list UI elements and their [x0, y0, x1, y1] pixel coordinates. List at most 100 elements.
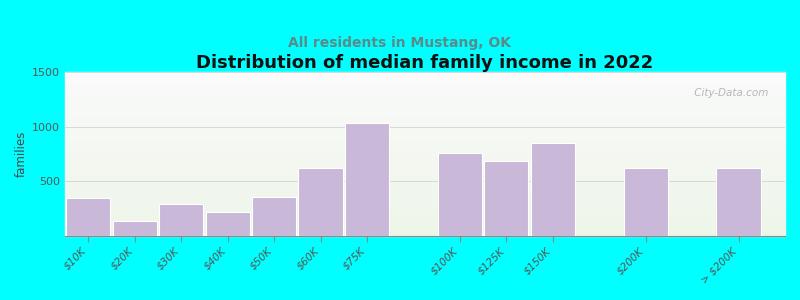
Bar: [65, 111, 785, 113]
Bar: [65, 151, 785, 152]
Bar: [345, 123, 389, 236]
Bar: [65, 170, 785, 172]
Bar: [65, 169, 785, 170]
Bar: [65, 191, 785, 193]
Bar: [65, 211, 785, 213]
Bar: [65, 80, 785, 82]
Bar: [65, 190, 785, 191]
Bar: [65, 231, 785, 232]
Title: Distribution of median family income in 2022: Distribution of median family income in …: [196, 54, 654, 72]
Bar: [65, 147, 785, 149]
Bar: [65, 198, 785, 200]
Bar: [65, 115, 785, 116]
Bar: [65, 131, 785, 133]
Bar: [65, 141, 785, 142]
Bar: [65, 92, 785, 93]
Bar: [65, 79, 785, 80]
Bar: [65, 146, 785, 147]
Bar: [65, 137, 785, 139]
Bar: [65, 83, 785, 85]
Bar: [65, 123, 785, 124]
Bar: [65, 152, 785, 154]
Bar: [65, 175, 785, 177]
Bar: [65, 88, 785, 90]
Bar: [65, 82, 785, 83]
Bar: [206, 212, 250, 236]
Bar: [65, 227, 785, 229]
Bar: [65, 201, 785, 203]
Bar: [65, 208, 785, 209]
Bar: [438, 153, 482, 236]
Bar: [65, 214, 785, 216]
Bar: [65, 162, 785, 164]
Bar: [65, 206, 785, 208]
Bar: [65, 182, 785, 183]
Bar: [65, 219, 785, 221]
Bar: [65, 72, 785, 74]
Bar: [65, 180, 785, 182]
Bar: [252, 197, 296, 236]
Bar: [65, 200, 785, 201]
Bar: [65, 129, 785, 131]
Bar: [65, 167, 785, 169]
Bar: [65, 118, 785, 119]
Bar: [65, 124, 785, 126]
Y-axis label: families: families: [15, 130, 28, 177]
Text: City-Data.com: City-Data.com: [691, 88, 769, 98]
Bar: [65, 90, 785, 92]
Bar: [65, 98, 785, 100]
Bar: [65, 196, 785, 198]
Bar: [65, 188, 785, 190]
Bar: [65, 77, 785, 79]
Bar: [65, 178, 785, 180]
Bar: [65, 224, 785, 226]
Bar: [65, 165, 785, 167]
Bar: [530, 143, 575, 236]
Bar: [65, 177, 785, 178]
Bar: [65, 101, 785, 103]
Bar: [65, 74, 785, 75]
Bar: [65, 100, 785, 101]
Bar: [65, 128, 785, 129]
Bar: [65, 221, 785, 222]
Bar: [65, 234, 785, 236]
Bar: [65, 157, 785, 159]
Bar: [65, 209, 785, 211]
Bar: [65, 183, 785, 185]
Bar: [66, 199, 110, 236]
Bar: [65, 155, 785, 157]
Bar: [65, 226, 785, 227]
Bar: [65, 172, 785, 173]
Bar: [717, 168, 761, 236]
Bar: [65, 154, 785, 155]
Bar: [65, 213, 785, 214]
Bar: [65, 85, 785, 87]
Bar: [65, 144, 785, 146]
Bar: [65, 116, 785, 118]
Bar: [65, 159, 785, 160]
Bar: [65, 173, 785, 175]
Bar: [65, 136, 785, 137]
Bar: [65, 185, 785, 187]
Bar: [65, 142, 785, 144]
Bar: [65, 75, 785, 77]
Bar: [65, 164, 785, 165]
Bar: [623, 168, 668, 236]
Bar: [65, 160, 785, 162]
Bar: [65, 222, 785, 224]
Bar: [65, 126, 785, 128]
Bar: [65, 232, 785, 234]
Text: All residents in Mustang, OK: All residents in Mustang, OK: [289, 36, 511, 50]
Bar: [65, 119, 785, 121]
Bar: [65, 93, 785, 95]
Bar: [65, 121, 785, 123]
Bar: [65, 105, 785, 106]
Bar: [65, 110, 785, 111]
Bar: [65, 139, 785, 141]
Bar: [65, 103, 785, 105]
Bar: [65, 218, 785, 219]
Bar: [65, 216, 785, 218]
Bar: [65, 133, 785, 134]
Bar: [65, 87, 785, 88]
Bar: [65, 203, 785, 204]
